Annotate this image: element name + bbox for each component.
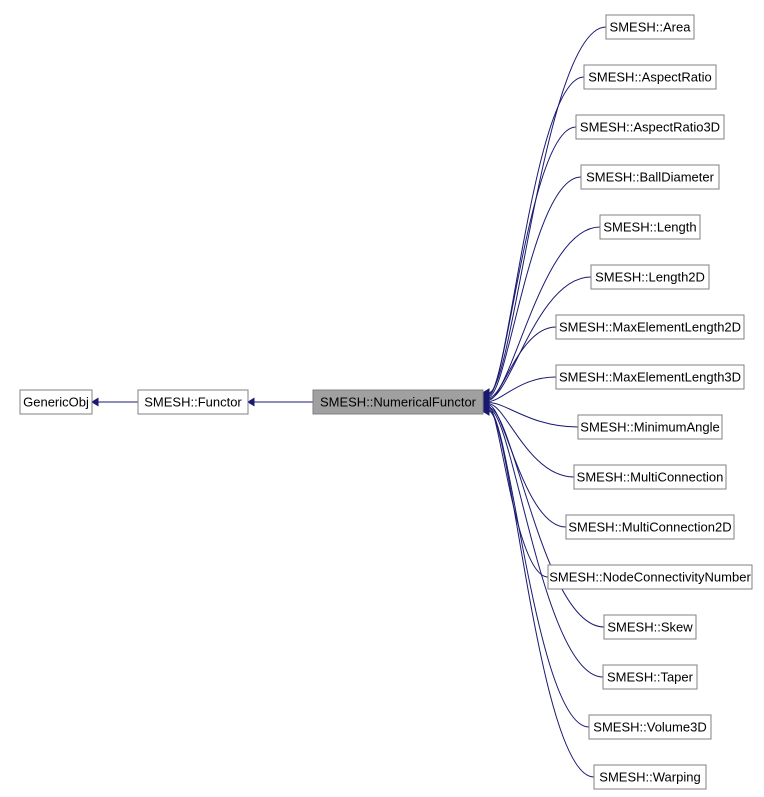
node-label-Length: SMESH::Length bbox=[603, 219, 696, 234]
node-label-MinimumAngle: SMESH::MinimumAngle bbox=[580, 419, 719, 434]
node-MaxElementLength3D[interactable]: SMESH::MaxElementLength3D bbox=[556, 365, 744, 389]
edge-MultiConnection2D-NumericalFunctor bbox=[489, 405, 566, 527]
node-label-MultiConnection: SMESH::MultiConnection bbox=[577, 469, 724, 484]
node-Length[interactable]: SMESH::Length bbox=[600, 215, 700, 239]
node-GenericObj[interactable]: GenericObj bbox=[20, 390, 92, 414]
node-MultiConnection2D[interactable]: SMESH::MultiConnection2D bbox=[566, 515, 734, 539]
edge-Taper-NumericalFunctor bbox=[489, 409, 603, 677]
node-label-NodeConnectivityNumber: SMESH::NodeConnectivityNumber bbox=[549, 569, 751, 584]
node-NodeConnectivityNumber[interactable]: SMESH::NodeConnectivityNumber bbox=[548, 565, 752, 589]
node-AspectRatio3D[interactable]: SMESH::AspectRatio3D bbox=[576, 115, 724, 139]
node-label-Skew: SMESH::Skew bbox=[607, 619, 693, 634]
node-Functor[interactable]: SMESH::Functor bbox=[138, 390, 248, 414]
node-Length2D[interactable]: SMESH::Length2D bbox=[591, 265, 709, 289]
node-MultiConnection[interactable]: SMESH::MultiConnection bbox=[574, 465, 726, 489]
node-label-AspectRatio3D: SMESH::AspectRatio3D bbox=[580, 119, 720, 134]
node-label-BallDiameter: SMESH::BallDiameter bbox=[586, 169, 715, 184]
node-label-MaxElementLength2D: SMESH::MaxElementLength2D bbox=[559, 319, 741, 334]
node-label-NumericalFunctor: SMESH::NumericalFunctor bbox=[320, 394, 477, 409]
node-AspectRatio[interactable]: SMESH::AspectRatio bbox=[584, 65, 716, 89]
node-Taper[interactable]: SMESH::Taper bbox=[603, 665, 697, 689]
node-Area[interactable]: SMESH::Area bbox=[606, 15, 694, 39]
node-label-Warping: SMESH::Warping bbox=[599, 769, 700, 784]
node-BallDiameter[interactable]: SMESH::BallDiameter bbox=[581, 165, 719, 189]
node-MaxElementLength2D[interactable]: SMESH::MaxElementLength2D bbox=[556, 315, 744, 339]
node-label-Taper: SMESH::Taper bbox=[607, 669, 694, 684]
node-NumericalFunctor: SMESH::NumericalFunctor bbox=[313, 390, 483, 414]
node-label-GenericObj: GenericObj bbox=[23, 394, 89, 409]
node-label-MaxElementLength3D: SMESH::MaxElementLength3D bbox=[559, 369, 741, 384]
inheritance-diagram: GenericObj SMESH::Functor SMESH::Numerical… bbox=[0, 0, 764, 797]
node-Volume3D[interactable]: SMESH::Volume3D bbox=[589, 715, 711, 739]
node-label-Length2D: SMESH::Length2D bbox=[595, 269, 705, 284]
node-Warping[interactable]: SMESH::Warping bbox=[594, 765, 706, 789]
edge-AspectRatio3D-NumericalFunctor bbox=[489, 127, 576, 395]
edge-NodeConnectivityNumber-NumericalFunctor bbox=[489, 406, 548, 577]
node-label-AspectRatio: SMESH::AspectRatio bbox=[588, 69, 712, 84]
node-Skew[interactable]: SMESH::Skew bbox=[604, 615, 696, 639]
node-label-Area: SMESH::Area bbox=[610, 19, 692, 34]
node-label-MultiConnection2D: SMESH::MultiConnection2D bbox=[568, 519, 731, 534]
edge-arrow bbox=[248, 398, 254, 405]
node-label-Volume3D: SMESH::Volume3D bbox=[593, 719, 706, 734]
node-label-Functor: SMESH::Functor bbox=[144, 394, 242, 409]
edge-MaxElementLength2D-NumericalFunctor bbox=[489, 327, 556, 400]
edge-arrow bbox=[92, 398, 98, 405]
edge-AspectRatio-NumericalFunctor bbox=[489, 77, 584, 394]
node-MinimumAngle[interactable]: SMESH::MinimumAngle bbox=[578, 415, 722, 439]
